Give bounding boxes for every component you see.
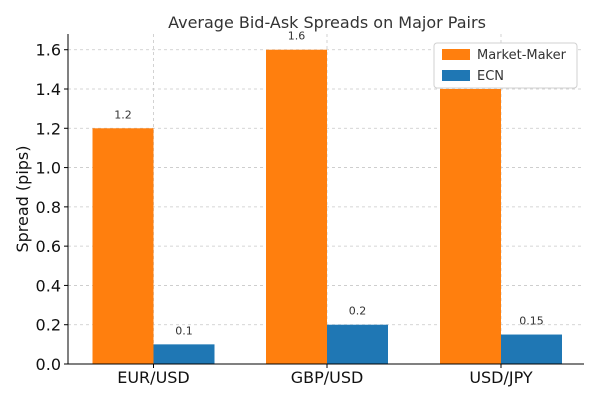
legend-swatch-market-maker [442,49,470,60]
bar-market-maker-gbp-usd [266,49,327,364]
bar-market-maker-usd-jpy [440,89,501,364]
bar-market-maker-eur-usd [92,128,154,364]
axes: 0.0 0.2 0.4 0.6 0.8 1.0 1.2 1.4 1.6 EUR/USD GBP/US… [36,34,584,387]
data-label-ecn-eur-usd: 0.1 [175,324,193,337]
x-tick-label: GBP/USD [291,368,364,387]
legend-swatch-ecn [442,70,470,81]
data-label-ecn-gbp-usd: 0.2 [349,305,367,318]
y-tick-label: 1.0 [36,159,61,178]
bar-ecn-gbp-usd [327,324,388,364]
x-tick-label: USD/JPY [469,368,533,387]
y-tick-label: 1.4 [36,80,61,99]
x-tick-label: EUR/USD [117,368,190,387]
y-tick-label: 0.4 [36,276,61,295]
bar-ecn-usd-jpy [501,334,562,364]
y-tick-label: 1.2 [36,119,61,138]
y-tick-label: 0.6 [36,237,61,256]
legend-label-ecn: ECN [477,69,504,84]
y-axis-title: Spread (pips) [13,145,32,252]
bar-ecn-eur-usd [153,344,215,364]
y-tick-label: 1.6 [36,41,61,60]
data-label-market-maker-eur-usd: 1.2 [114,108,132,121]
legend: Market-Maker ECN [433,42,578,89]
y-tick-label: 0.2 [36,316,61,335]
chart-title: Average Bid-Ask Spreads on Major Pairs [168,13,486,32]
legend-label-market-maker: Market-Maker [477,48,567,63]
bars: 1.20.11.60.21.40.15 [92,30,562,364]
y-tick-label: 0.8 [36,198,61,217]
data-label-market-maker-gbp-usd: 1.6 [288,30,306,43]
data-label-ecn-usd-jpy: 0.15 [519,315,544,328]
y-tick-label: 0.0 [36,355,61,374]
